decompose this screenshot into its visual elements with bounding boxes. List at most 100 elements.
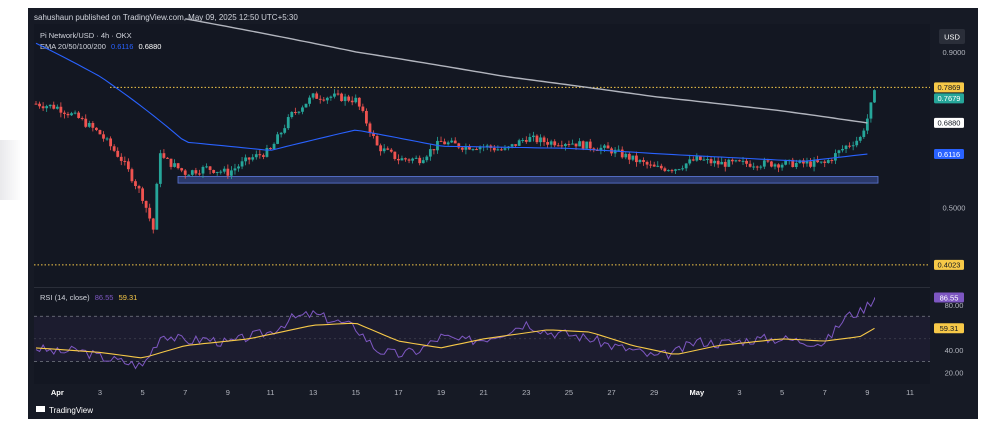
candle-body[interactable] — [315, 93, 319, 99]
candle-body[interactable] — [581, 141, 585, 149]
candle-body[interactable] — [485, 145, 489, 147]
candle-body[interactable] — [123, 160, 127, 162]
candle-body[interactable] — [620, 149, 624, 158]
candle-body[interactable] — [635, 155, 638, 163]
candle-body[interactable] — [276, 134, 279, 144]
candle-body[interactable] — [823, 161, 827, 163]
candle-body[interactable] — [230, 170, 233, 176]
candle-body[interactable] — [862, 130, 866, 137]
rsi-tag-rsi-ma[interactable] — [934, 323, 964, 334]
candle-body[interactable] — [389, 149, 393, 152]
candle-body[interactable] — [91, 122, 95, 128]
candle-body[interactable] — [126, 161, 130, 170]
candle-body[interactable] — [112, 146, 116, 151]
rsi-ma-line[interactable] — [35, 322, 875, 359]
candle-body[interactable] — [308, 97, 311, 104]
candle-body[interactable] — [77, 112, 81, 118]
candle-body[interactable] — [59, 106, 63, 113]
candle-body[interactable] — [261, 155, 265, 157]
candle-body[interactable] — [439, 140, 443, 142]
candle-body[interactable] — [706, 159, 709, 161]
candle-body[interactable] — [471, 149, 475, 151]
candle-body[interactable] — [542, 137, 546, 143]
candle-body[interactable] — [286, 117, 290, 129]
candle-body[interactable] — [158, 153, 162, 184]
candle-body[interactable] — [510, 144, 514, 147]
candle-body[interactable] — [837, 150, 841, 154]
candle-body[interactable] — [169, 158, 173, 167]
candle-body[interactable] — [38, 103, 41, 107]
candle-body[interactable] — [741, 160, 745, 162]
candle-body[interactable] — [411, 158, 415, 161]
candle-body[interactable] — [116, 150, 120, 157]
candle-body[interactable] — [734, 160, 738, 162]
candle-body[interactable] — [592, 148, 596, 150]
candle-body[interactable] — [304, 103, 308, 108]
candle-body[interactable] — [642, 160, 645, 162]
candle-body[interactable] — [240, 161, 244, 167]
candle-body[interactable] — [70, 113, 73, 116]
candle-body[interactable] — [841, 148, 844, 151]
currency-button-label[interactable]: USD — [944, 33, 960, 42]
candle-body[interactable] — [66, 113, 70, 116]
candle-body[interactable] — [293, 111, 297, 113]
candle-body[interactable] — [492, 147, 496, 151]
candle-body[interactable] — [631, 155, 635, 160]
candle-body[interactable] — [215, 171, 219, 173]
candle-body[interactable] — [869, 102, 873, 119]
candle-body[interactable] — [645, 161, 649, 165]
candle-body[interactable] — [247, 157, 251, 160]
candle-body[interactable] — [517, 140, 521, 146]
candle-body[interactable] — [475, 149, 478, 151]
candle-body[interactable] — [272, 143, 276, 150]
candle-body[interactable] — [258, 154, 262, 156]
candle-body[interactable] — [134, 181, 137, 187]
candle-body[interactable] — [802, 160, 805, 164]
candle-body[interactable] — [478, 146, 482, 150]
candle-body[interactable] — [805, 161, 809, 164]
candle-body[interactable] — [52, 104, 56, 109]
candle-body[interactable] — [350, 100, 354, 103]
candle-body[interactable] — [109, 138, 113, 147]
candle-body[interactable] — [531, 135, 535, 138]
candle-body[interactable] — [269, 148, 272, 150]
candle-body[interactable] — [325, 97, 329, 101]
candle-body[interactable] — [695, 155, 699, 161]
candle-body[interactable] — [244, 157, 248, 162]
candle-body[interactable] — [571, 143, 574, 145]
candle-body[interactable] — [503, 148, 507, 150]
candle-body[interactable] — [638, 160, 642, 163]
candle-body[interactable] — [173, 163, 176, 167]
candle-body[interactable] — [514, 144, 518, 146]
candle-body[interactable] — [777, 164, 780, 168]
candle-body[interactable] — [130, 169, 134, 182]
ema-200-line[interactable] — [185, 18, 868, 124]
candle-body[interactable] — [254, 154, 258, 158]
candle-body[interactable] — [414, 157, 418, 159]
candle-body[interactable] — [105, 138, 109, 140]
candle-body[interactable] — [361, 106, 365, 111]
candle-body[interactable] — [365, 110, 368, 124]
candle-body[interactable] — [606, 145, 610, 149]
candle-body[interactable] — [567, 144, 571, 146]
price-tag-ema-50[interactable] — [934, 149, 964, 160]
candle-body[interactable] — [624, 153, 628, 158]
candle-body[interactable] — [770, 161, 773, 167]
candle-body[interactable] — [87, 122, 91, 127]
candle-body[interactable] — [201, 166, 205, 174]
candle-body[interactable] — [603, 145, 606, 148]
candle-body[interactable] — [190, 170, 194, 175]
currency-button[interactable] — [939, 29, 965, 44]
candle-body[interactable] — [404, 158, 407, 160]
candle-body[interactable] — [354, 97, 358, 103]
candle-body[interactable] — [396, 158, 400, 161]
candle-body[interactable] — [816, 160, 820, 163]
chart-canvas[interactable]: Pi Network/USD · 4h · OKX EMA 20/50/100/… — [28, 8, 978, 419]
candle-body[interactable] — [716, 160, 720, 165]
support-zone[interactable] — [177, 176, 879, 184]
time-scale[interactable] — [34, 384, 930, 400]
candle-body[interactable] — [656, 165, 660, 167]
candle-body[interactable] — [855, 140, 859, 146]
candle-body[interactable] — [379, 145, 383, 152]
candle-body[interactable] — [667, 170, 670, 172]
